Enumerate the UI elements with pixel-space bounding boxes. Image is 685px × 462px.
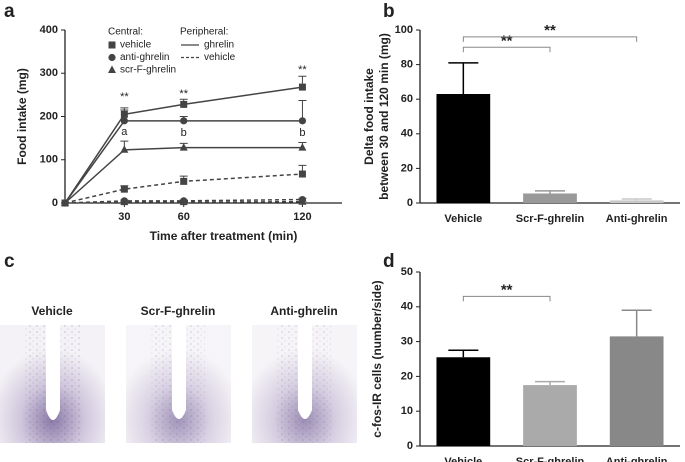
micrographs [0,325,357,443]
legend-label: vehicle [204,52,236,63]
y-tick-label: 0 [407,197,413,209]
y-tick-label: 10 [401,405,413,417]
bar [523,385,577,446]
marker [180,177,188,185]
marker [298,170,306,178]
series-line [64,86,303,204]
y-axis-title: Delta food intake [362,68,376,165]
marker [179,143,188,151]
micrograph [252,325,357,443]
annotation: a [121,126,128,138]
image-label: Scr-F-ghrelin [141,304,216,318]
panel-label: b [383,1,395,22]
micrograph [126,325,231,443]
y-tick-label: 20 [401,162,413,174]
marker [298,83,306,91]
significance-label: ** [501,32,513,49]
significance-label: ** [501,281,513,298]
series-line [64,120,303,204]
bar [436,94,491,203]
marker [298,117,307,125]
error-bar [621,198,652,201]
legend-label: vehicle [120,40,152,51]
marker [108,41,116,49]
marker [120,185,128,193]
error-bar [535,380,565,386]
annotation: b [299,127,305,139]
marker [108,65,116,73]
bar [609,200,664,203]
error-bar [621,309,652,337]
legend-label: anti-ghrelin [120,52,169,63]
legend-label: scr-F-ghrelin [120,65,176,76]
error-bar [535,190,565,194]
image-label: Anti-ghrelin [270,304,337,318]
error-bar [448,349,479,358]
y-tick-label: 300 [40,67,58,79]
x-axis-title: Time after treatment (min) [150,229,298,243]
x-tick-label: Scr-F-ghrelin [516,456,585,462]
marker [108,53,116,62]
x-tick-label: Vehicle [444,456,482,462]
x-tick-label: Vehicle [444,213,482,225]
y-tick-label: 20 [401,370,413,382]
series-line [64,146,303,204]
series-line [64,200,303,204]
significance-bracket [462,36,638,42]
y-tick-label: 30 [401,336,413,348]
x-tick-label: 60 [178,211,190,223]
y-tick-label: 40 [401,301,413,313]
legend-title: Central: [108,27,143,38]
significance-label: ** [544,22,556,39]
y-tick-label: 60 [401,93,413,105]
x-tick-label: Anti-ghrelin [606,213,668,225]
marker [120,197,129,206]
panel-label: c [4,251,15,272]
y-tick-label: 400 [40,24,58,36]
panel-label: d [383,251,395,272]
x-tick-label: Scr-F-ghrelin [516,213,585,225]
y-tick-label: 0 [407,440,413,452]
marker [120,117,128,125]
marker [298,143,307,151]
y-tick-label: 40 [401,128,413,140]
y-tick-label: 100 [40,154,58,166]
marker [180,100,188,108]
panel-label: a [4,1,15,22]
y-tick-label: 80 [401,59,413,71]
legend-title: Peripheral: [180,27,228,38]
annotation: ** [120,91,129,103]
error-bar [448,62,479,95]
marker [298,197,307,205]
marker [61,198,69,206]
marker [180,117,188,125]
y-axis-title: Food intake (mg) [15,68,29,165]
annotation: ** [179,88,188,100]
y-tick-label: 0 [52,197,58,209]
y-axis-title: c-fos-IR cells (number/side) [370,280,384,437]
y-axis-title: between 30 and 120 min (mg) [377,33,391,200]
annotation: ** [298,64,307,76]
annotation: b [181,127,187,139]
x-tick-label: 120 [293,211,311,223]
x-tick-label: 30 [118,211,130,223]
bar [436,357,491,446]
legend-label: ghrelin [204,40,234,51]
image-label: Vehicle [31,304,73,318]
bar [523,193,577,203]
significance-bracket [462,46,551,53]
series-line [64,173,303,204]
marker [120,145,129,153]
y-tick-label: 50 [401,266,413,278]
y-tick-label: 200 [40,110,58,122]
micrograph [0,325,105,443]
bar [609,336,664,446]
marker [179,197,188,206]
significance-bracket [462,295,551,302]
y-tick-label: 100 [395,24,413,36]
x-tick-label: Anti-ghrelin [606,456,668,462]
